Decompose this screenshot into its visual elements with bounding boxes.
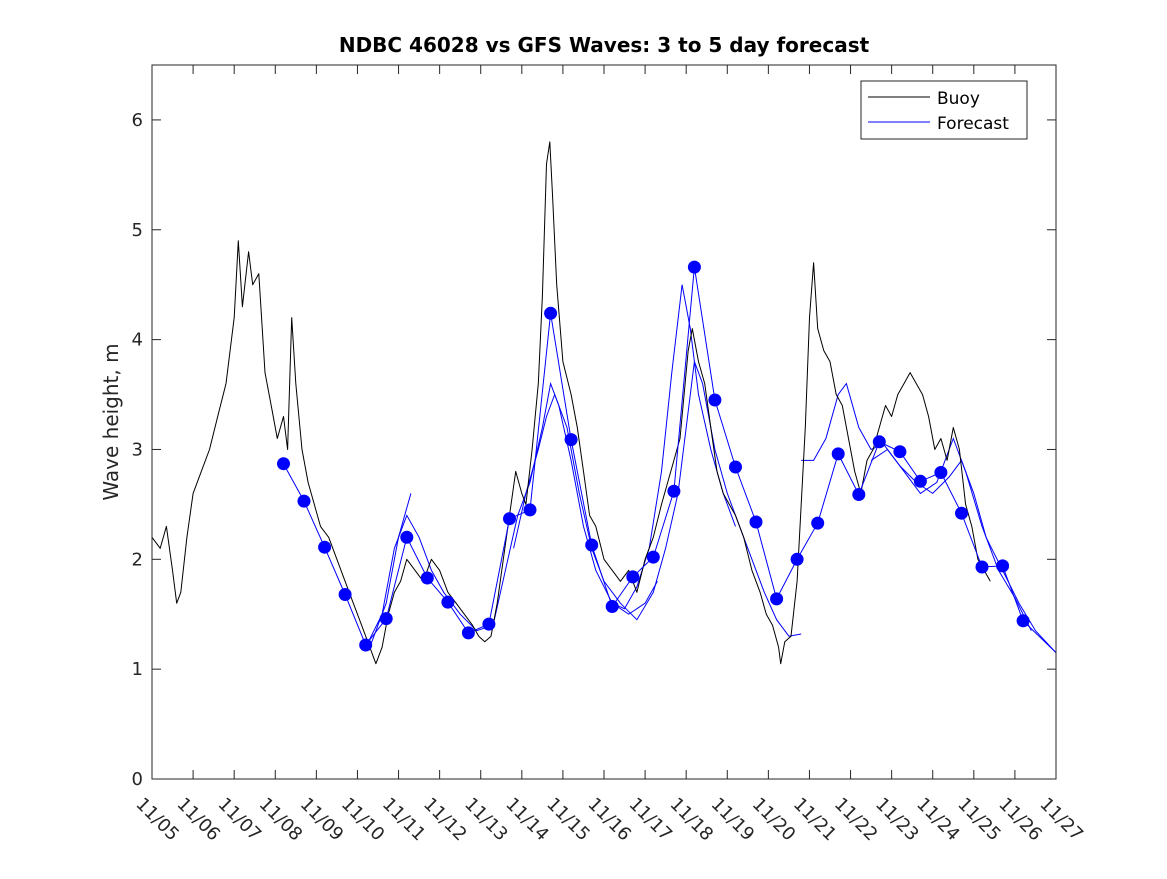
y-tick-label: 6	[132, 110, 143, 131]
forecast-point	[544, 306, 558, 320]
forecast-point	[996, 559, 1010, 573]
forecast-point	[461, 626, 475, 640]
forecast-point	[420, 571, 434, 585]
y-tick-label: 4	[132, 330, 143, 351]
y-tick-label: 0	[132, 769, 143, 790]
forecast-point	[605, 600, 619, 613]
forecast-point	[1016, 614, 1030, 628]
forecast-point	[975, 560, 989, 574]
plot-area	[152, 65, 1056, 779]
forecast-point	[646, 550, 660, 564]
forecast-point	[667, 484, 681, 498]
forecast-point	[955, 506, 968, 520]
forecast-point	[359, 638, 373, 652]
forecast-point	[913, 474, 927, 488]
chart-title: NDBC 46028 vs GFS Waves: 3 to 5 day fore…	[339, 33, 870, 57]
forecast-point	[503, 512, 516, 526]
forecast-point	[564, 433, 578, 447]
forecast-point	[852, 488, 866, 501]
forecast-point	[872, 435, 886, 449]
forecast-point	[523, 503, 537, 517]
forecast-point	[482, 617, 496, 631]
forecast-point	[811, 516, 825, 530]
y-tick-label: 3	[132, 439, 143, 460]
forecast-point	[400, 530, 414, 544]
legend: Buoy Forecast	[860, 80, 1028, 140]
forecast-point	[441, 595, 455, 609]
y-tick-label: 1	[132, 659, 143, 680]
legend-label-forecast: Forecast	[937, 114, 1009, 134]
forecast-point	[626, 570, 640, 584]
forecast-point	[585, 538, 599, 552]
forecast-point	[318, 540, 332, 554]
y-axis-label: Wave height, m	[99, 343, 123, 500]
forecast-point	[729, 460, 742, 474]
forecast-point	[831, 447, 845, 461]
forecast-point	[893, 445, 907, 459]
forecast-point	[338, 588, 352, 601]
forecast-run-line	[369, 493, 412, 648]
series-layer	[151, 141, 1057, 665]
forecast-point	[749, 515, 763, 529]
legend-box	[860, 80, 1028, 140]
forecast-point	[297, 494, 311, 508]
forecast-point	[277, 457, 290, 471]
buoy-line	[151, 141, 991, 665]
forecast-point	[934, 466, 948, 479]
forecast-point	[770, 592, 784, 606]
forecast-point	[687, 260, 701, 274]
y-tick-label: 5	[132, 220, 143, 241]
forecast-point	[379, 612, 393, 626]
forecast-point	[708, 393, 722, 407]
forecast-run-line	[870, 437, 1032, 631]
y-tick-label: 2	[132, 549, 143, 570]
legend-label-buoy: Buoy	[937, 89, 980, 109]
forecast-run-line	[513, 361, 802, 637]
forecast-point	[790, 552, 804, 566]
forecast-run-line	[611, 284, 736, 610]
